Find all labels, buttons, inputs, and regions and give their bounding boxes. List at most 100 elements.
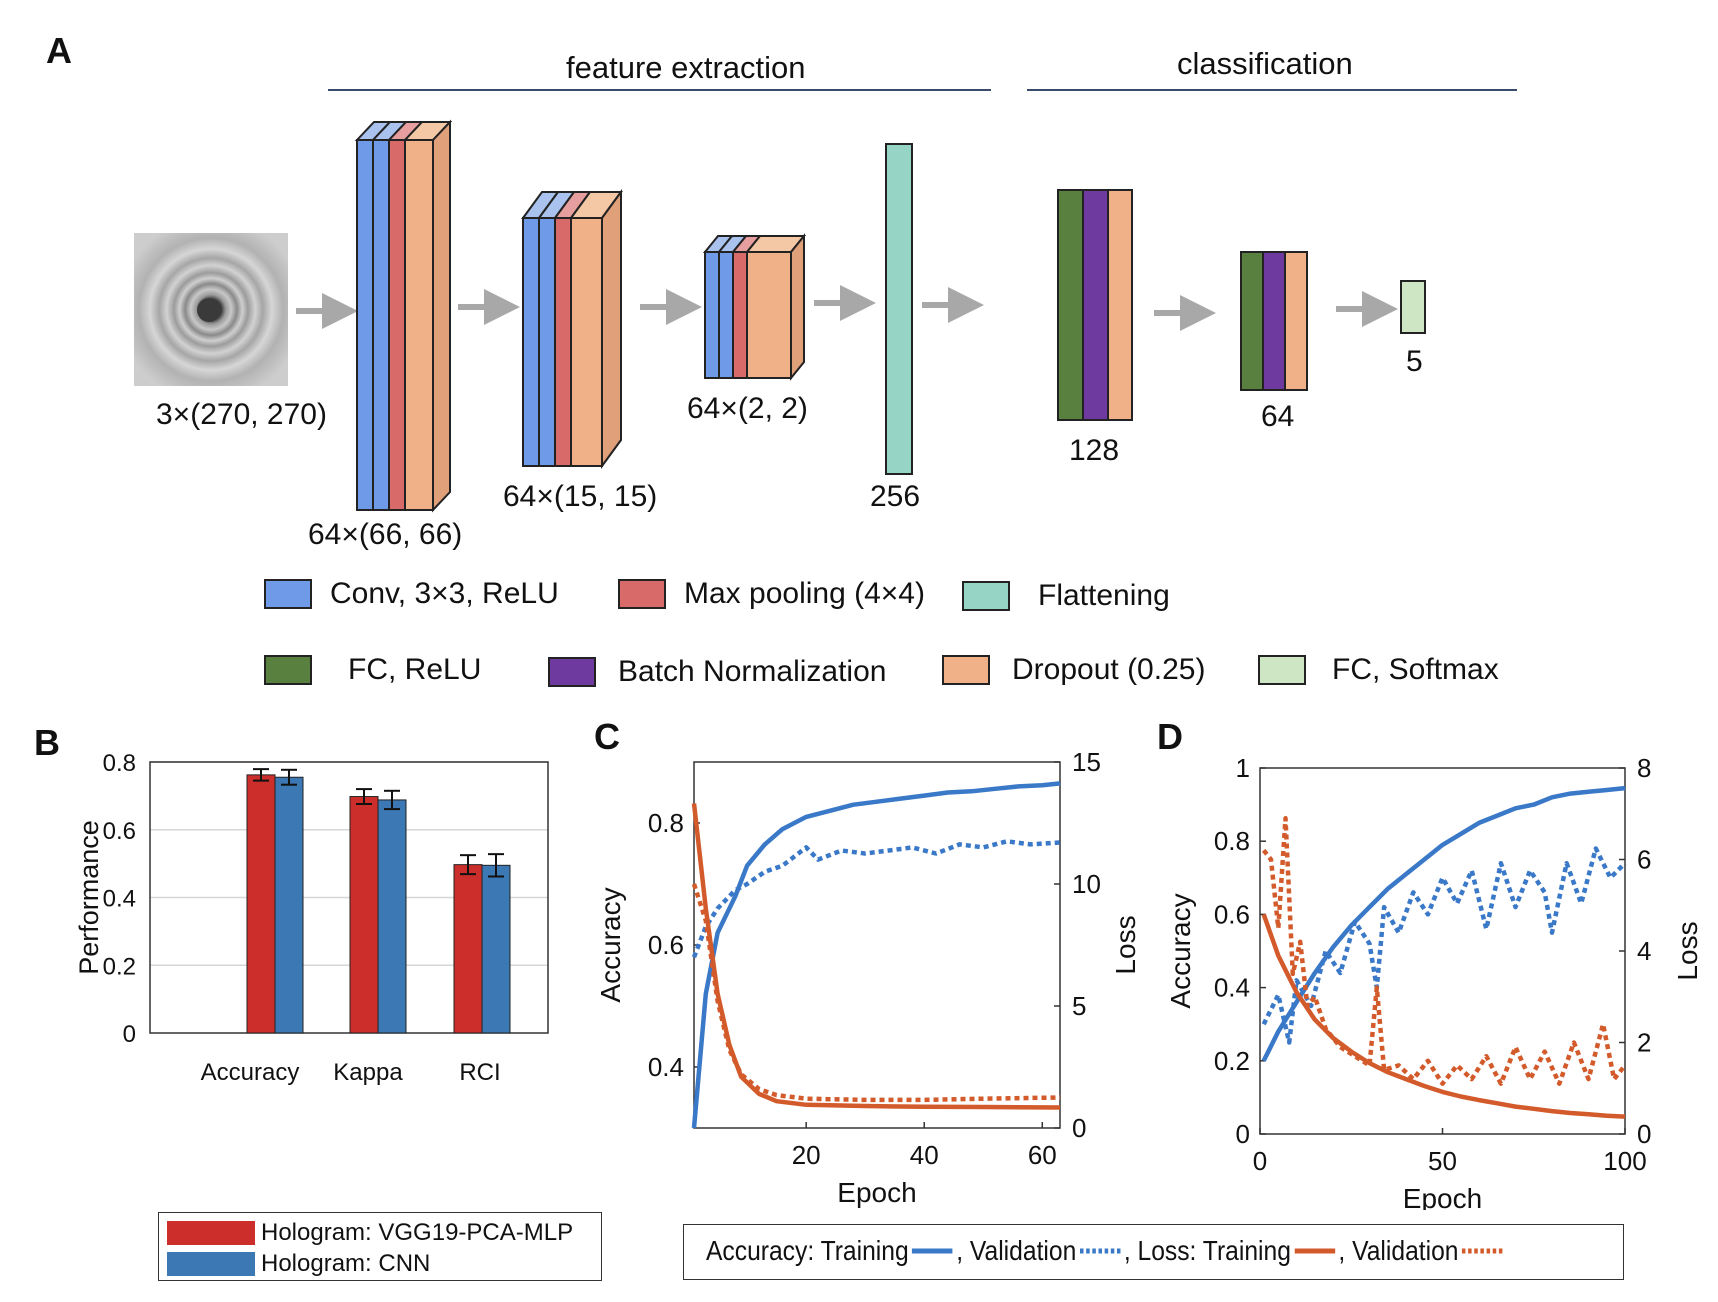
y-tick-label-b: 0.6: [103, 818, 136, 845]
y-right-tick-label: 0: [1072, 1113, 1086, 1143]
legend-cd-loss-val-label: , Validation: [1338, 1235, 1459, 1266]
legend-label-dropout: Dropout (0.25): [1012, 653, 1206, 686]
legend-b-vgg: Hologram: VGG19-PCA-MLP: [167, 1219, 573, 1247]
legend-cd-row: Accuracy: Training , Validation , Loss: …: [706, 1235, 1506, 1267]
y-right-tick-label: 10: [1072, 869, 1101, 899]
fc-block-64: [1240, 251, 1308, 391]
legend-label-maxpool: Max pooling (4×4): [684, 577, 925, 610]
y-left-tick-label: 0.4: [1214, 973, 1250, 1003]
conv-block-3: [702, 233, 807, 381]
legend-b-swatch-vgg: [167, 1221, 255, 1245]
flatten-layer: [885, 143, 913, 475]
legend-b-cnn: Hologram: CNN: [167, 1250, 430, 1278]
bar-rci-1: [481, 864, 511, 1034]
y-tick-label-b: 0: [123, 1021, 136, 1048]
bar-rci-0: [453, 864, 483, 1034]
y-right-tick-label: 0: [1637, 1119, 1651, 1149]
conv1-dim-label: 64×(66, 66): [308, 518, 463, 551]
legend-b-label-cnn: Hologram: CNN: [261, 1250, 431, 1277]
y-tick-label-b: 0.2: [103, 953, 136, 980]
legend-label-flatten: Flattening: [1038, 579, 1170, 612]
panel-c-letter: C: [594, 716, 620, 757]
x-axis-label: Epoch: [837, 1177, 916, 1208]
panel-b-letter: B: [34, 722, 60, 763]
y-left-axis-label: Accuracy: [1165, 893, 1196, 1008]
y-left-axis-label: Accuracy: [600, 887, 626, 1002]
legend-cd-acc-train-label: Accuracy: Training: [706, 1235, 909, 1266]
legend-swatch-flatten: [962, 581, 1010, 611]
bar-accuracy-1: [274, 776, 304, 1034]
plot-frame: [1259, 767, 1626, 1135]
x-tick-label-b: Kappa: [333, 1059, 403, 1086]
y-left-tick-label: 0.4: [648, 1052, 684, 1082]
legend-fc-softmax: FC, Softmax: [1258, 653, 1499, 687]
legend-maxpool: Max pooling (4×4): [618, 577, 925, 611]
legend-cd-loss-train-line: [1294, 1248, 1335, 1254]
x-tick-label: 20: [792, 1140, 821, 1170]
y-right-tick-label: 6: [1637, 845, 1651, 875]
y-right-axis-label: Loss: [1110, 915, 1140, 974]
plot-frame-b: [149, 761, 549, 1034]
series-line-loss-training: [691, 803, 1061, 1110]
legend-swatch-fc-relu: [264, 655, 312, 685]
x-tick-label: 100: [1603, 1146, 1646, 1176]
softmax-output-layer: [1400, 280, 1426, 334]
panel-b-legend: Hologram: VGG19-PCA-MLP Hologram: CNN: [158, 1212, 602, 1281]
hologram-center: [197, 298, 221, 322]
classification-rule: [1027, 89, 1517, 91]
panel-c-line-chart: 20 40 60 0.4 0.6 0.8 0 5 10 15 Epoch Accuracy Loss: [600, 747, 1140, 1208]
x-tick-label-b: RCI: [459, 1059, 500, 1086]
legend-conv: Conv, 3×3, ReLU: [264, 577, 559, 611]
x-tick-label: 50: [1428, 1146, 1457, 1176]
series-line-accuracy-validation: [691, 839, 1061, 959]
legend-batchnorm: Batch Normalization: [548, 655, 886, 689]
series-line-loss-training: [1261, 913, 1626, 1119]
y-tick-label-b: 0.4: [103, 886, 136, 913]
flatten-dim-label: 256: [870, 480, 921, 513]
legend-fc-relu: FC, ReLU: [264, 653, 481, 687]
conv-block-1: [354, 119, 453, 513]
legend-swatch-dropout: [942, 655, 990, 685]
legend-cd-loss-train-label: , Loss: Training: [1123, 1235, 1291, 1266]
series-line-loss-validation: [1261, 816, 1627, 1086]
y-right-axis-label: Loss: [1672, 921, 1703, 980]
panel-cd-legend: Accuracy: Training , Validation , Loss: …: [683, 1224, 1624, 1280]
conv2-dim-label: 64×(15, 15): [503, 480, 658, 513]
series-line-loss-validation: [691, 883, 1061, 1103]
legend-label-fc-relu: FC, ReLU: [348, 653, 482, 686]
y-right-tick-label: 2: [1637, 1028, 1651, 1058]
y-left-tick-label: 0.8: [648, 808, 684, 838]
y-left-tick-label: 0.8: [1214, 826, 1250, 856]
output-dim-label: 5: [1406, 345, 1423, 378]
cnn-architecture-diagram: [134, 119, 1426, 513]
y-left-tick-label: 0.2: [1214, 1046, 1250, 1076]
feature-extraction-title: feature extraction: [566, 50, 806, 85]
x-axis-label: Epoch: [1403, 1183, 1482, 1210]
panel-d-letter: D: [1157, 716, 1183, 757]
bar-kappa-1: [377, 799, 407, 1034]
x-tick-label: 40: [910, 1140, 939, 1170]
panel-a-letter: A: [46, 30, 72, 71]
legend-cd-acc-val-line: [1079, 1248, 1121, 1254]
y-left-tick-label: 0.6: [648, 930, 684, 960]
legend-label-conv: Conv, 3×3, ReLU: [330, 577, 559, 610]
plot-frame: [693, 761, 1061, 1129]
legend-label-fc-softmax: FC, Softmax: [1332, 653, 1499, 686]
legend-swatch-maxpool: [618, 579, 666, 609]
y-left-tick-label: 0: [1236, 1119, 1250, 1149]
series-line-accuracy-training: [691, 781, 1061, 1129]
legend-b-swatch-cnn: [167, 1252, 255, 1276]
legend-swatch-batchnorm: [548, 657, 596, 687]
x-tick-label-b: Accuracy: [201, 1059, 300, 1086]
legend-flatten: Flattening: [962, 579, 1170, 613]
y-left-tick-label: 0.6: [1214, 899, 1250, 929]
legend-cd-loss-val-line: [1462, 1248, 1503, 1254]
y-left-tick-label: 1: [1236, 753, 1250, 783]
y-tick-label-b: 0.8: [103, 750, 136, 777]
y-right-tick-label: 8: [1637, 753, 1651, 783]
input-dim-label: 3×(270, 270): [156, 398, 327, 431]
legend-swatch-fc-softmax: [1258, 655, 1306, 685]
x-tick-label: 0: [1253, 1146, 1267, 1176]
bar-kappa-0: [349, 796, 379, 1034]
